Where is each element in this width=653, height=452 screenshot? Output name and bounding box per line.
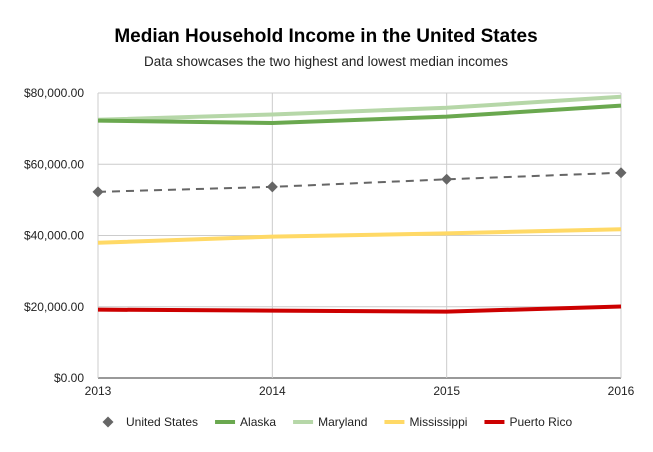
legend-label: Mississippi xyxy=(409,415,467,429)
data-point-marker xyxy=(266,181,278,193)
legend-item: Puerto Rico xyxy=(484,415,572,429)
data-point-marker xyxy=(92,186,104,198)
legend-label: Maryland xyxy=(318,415,367,429)
legend-label: Puerto Rico xyxy=(509,415,572,429)
x-tick-label: 2014 xyxy=(259,384,286,398)
legend-item: Alaska xyxy=(215,415,276,429)
legend-label: Alaska xyxy=(240,415,276,429)
legend-item: Mississippi xyxy=(384,415,467,429)
y-tick-label: $20,000.00 xyxy=(24,300,84,314)
y-tick-label: $0.00 xyxy=(54,371,84,385)
legend: United States Alaska Maryland Mississippi Pu… xyxy=(102,415,572,429)
legend-label: United States xyxy=(126,415,198,429)
series-line-mississippi xyxy=(97,227,622,245)
x-tick-label: 2016 xyxy=(608,384,635,398)
x-tick-label: 2013 xyxy=(85,384,112,398)
chart-title: Median Household Income in the United St… xyxy=(114,26,537,47)
legend-item: United States xyxy=(102,415,198,429)
x-tick-label: 2015 xyxy=(433,384,460,398)
y-tick-label: $60,000.00 xyxy=(24,157,84,171)
data-point-marker xyxy=(615,167,627,179)
series-line-united-states xyxy=(97,171,622,193)
chart-subtitle: Data showcases the two highest and lowes… xyxy=(144,54,508,69)
axis-tick-labels: $0.00 $20,000.00 $40,000.00 $60,000.00 $80,0… xyxy=(24,86,635,398)
series-line-puerto-rico xyxy=(97,304,622,314)
data-point-marker xyxy=(441,173,453,185)
legend-marker xyxy=(102,416,114,428)
series-lines xyxy=(92,94,627,314)
series-line-maryland xyxy=(97,94,622,122)
series-line-alaska xyxy=(97,103,622,125)
y-tick-label: $80,000.00 xyxy=(24,86,84,100)
y-tick-label: $40,000.00 xyxy=(24,229,84,243)
legend-item: Maryland xyxy=(293,415,367,429)
